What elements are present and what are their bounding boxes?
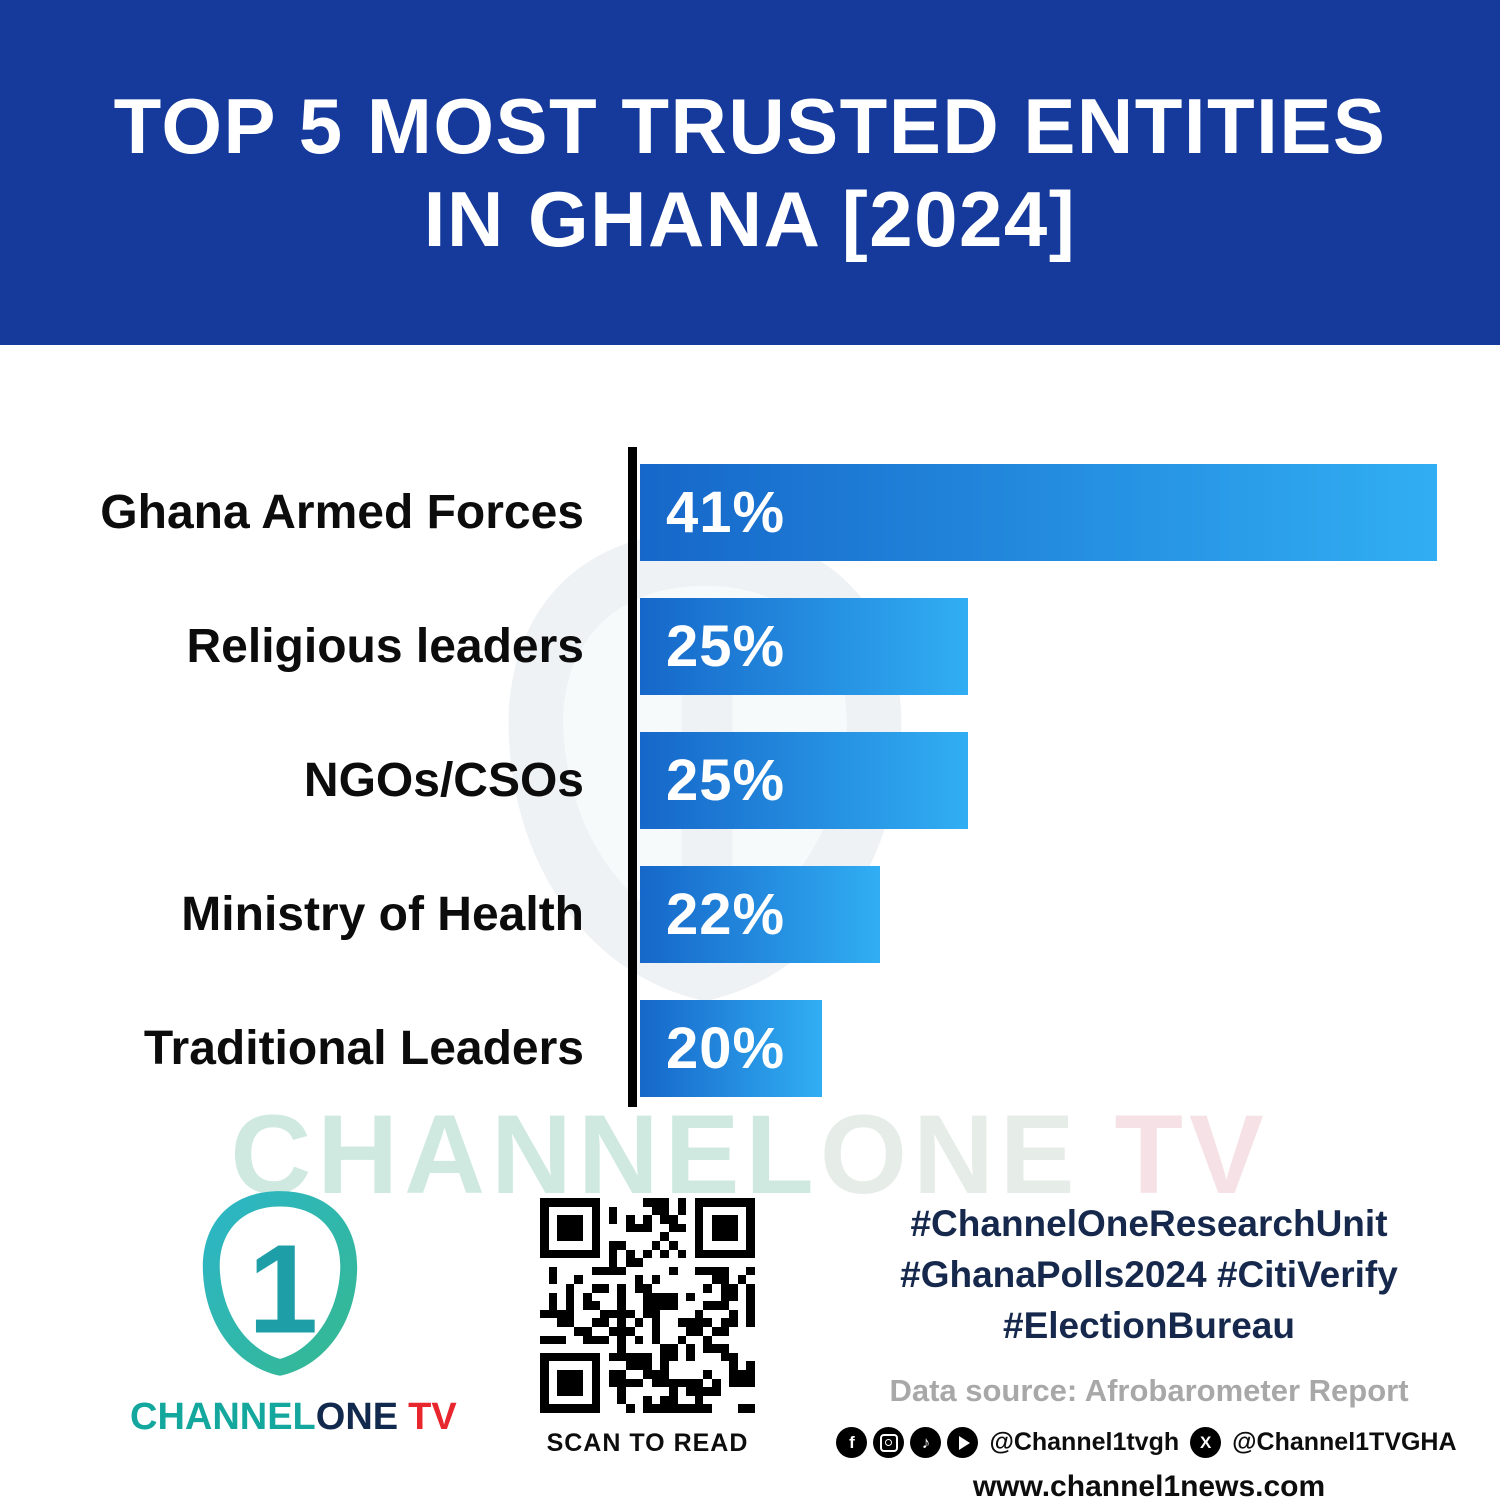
- bar: 25%: [640, 598, 968, 695]
- chart-rows: Ghana Armed Forces 41% Religious leaders 25…: [0, 445, 1500, 1097]
- social-handle-1: @Channel1tvgh: [989, 1428, 1180, 1457]
- bar-value: 25%: [666, 614, 786, 679]
- facebook-icon: f: [836, 1427, 868, 1459]
- page-title-line2: IN GHANA [2024]: [423, 174, 1077, 263]
- x-icon: X: [1190, 1427, 1222, 1459]
- youtube-icon: [947, 1427, 979, 1459]
- social-row: f ♪ @Channel1tvgh X @Channel1TVGHA: [836, 1427, 1457, 1459]
- hashtag-line: #ChannelOneResearchUnit: [910, 1203, 1388, 1244]
- data-source-text: Data source: Afrobarometer Report: [889, 1373, 1409, 1409]
- bar-label: NGOs/CSOs: [303, 754, 584, 807]
- footer-info-block: #ChannelOneResearchUnit #GhanaPolls2024 …: [836, 1198, 1457, 1500]
- tiktok-icon: ♪: [910, 1427, 942, 1459]
- qr-code: [540, 1198, 755, 1413]
- bar: 25%: [640, 732, 968, 829]
- brand-name: CHANNELONE TV: [130, 1396, 457, 1439]
- bar-value: 20%: [666, 1016, 786, 1081]
- brand-watermark: CHANNELONE TV: [0, 1090, 1500, 1219]
- chart-row: Ghana Armed Forces 41%: [0, 464, 1500, 561]
- bar-label: Ministry of Health: [181, 888, 584, 941]
- brand-name-part1: CHANNEL: [130, 1396, 316, 1438]
- chart-axis-line: [628, 447, 637, 1107]
- chart-row: Religious leaders 25%: [0, 598, 1500, 695]
- hashtag-line: #ElectionBureau: [1003, 1305, 1295, 1347]
- qr-block: SCAN TO READ: [540, 1198, 755, 1458]
- hashtag-line: #GhanaPolls2024 #CitiVerify: [900, 1254, 1398, 1296]
- page-title-line1: TOP 5 MOST TRUSTED ENTITIES: [113, 82, 1387, 171]
- chart-row: Ministry of Health 22%: [0, 866, 1500, 963]
- bar: 41%: [640, 464, 1437, 561]
- brand-name-part2: ONE: [315, 1396, 399, 1438]
- chart-row: NGOs/CSOs 25%: [0, 732, 1500, 829]
- brand-name-part3: TV: [408, 1396, 457, 1438]
- bar: 20%: [640, 1000, 822, 1097]
- bar: 22%: [640, 866, 880, 963]
- bar-value: 25%: [666, 748, 786, 813]
- website-url: www.channel1news.com: [972, 1470, 1326, 1500]
- brand-watermark-part1: CHANNEL: [230, 1092, 820, 1217]
- bar-label: Religious leaders: [186, 620, 584, 673]
- instagram-icon: [873, 1427, 905, 1459]
- channel-one-logo-icon: 1: [202, 1191, 358, 1376]
- chart-row: Traditional Leaders 20%: [0, 1000, 1500, 1097]
- bar-chart: Ghana Armed Forces 41% Religious leaders 25…: [0, 445, 1500, 1115]
- social-handle-2: @Channel1TVGHA: [1232, 1428, 1457, 1457]
- brand-watermark-part3: TV: [1114, 1092, 1270, 1217]
- logo-numeral: 1: [248, 1219, 318, 1360]
- bar-value: 22%: [666, 882, 786, 947]
- bar-label: Ghana Armed Forces: [100, 486, 584, 539]
- header-banner: TOP 5 MOST TRUSTED ENTITIES IN GHANA [20…: [0, 0, 1500, 345]
- bar-label: Traditional Leaders: [143, 1022, 584, 1075]
- brand-watermark-part2: ONE: [819, 1092, 1081, 1217]
- channel-one-logo-block: 1 CHANNELONE TV: [130, 1185, 457, 1439]
- qr-caption: SCAN TO READ: [546, 1429, 749, 1457]
- bar-value: 41%: [666, 480, 786, 545]
